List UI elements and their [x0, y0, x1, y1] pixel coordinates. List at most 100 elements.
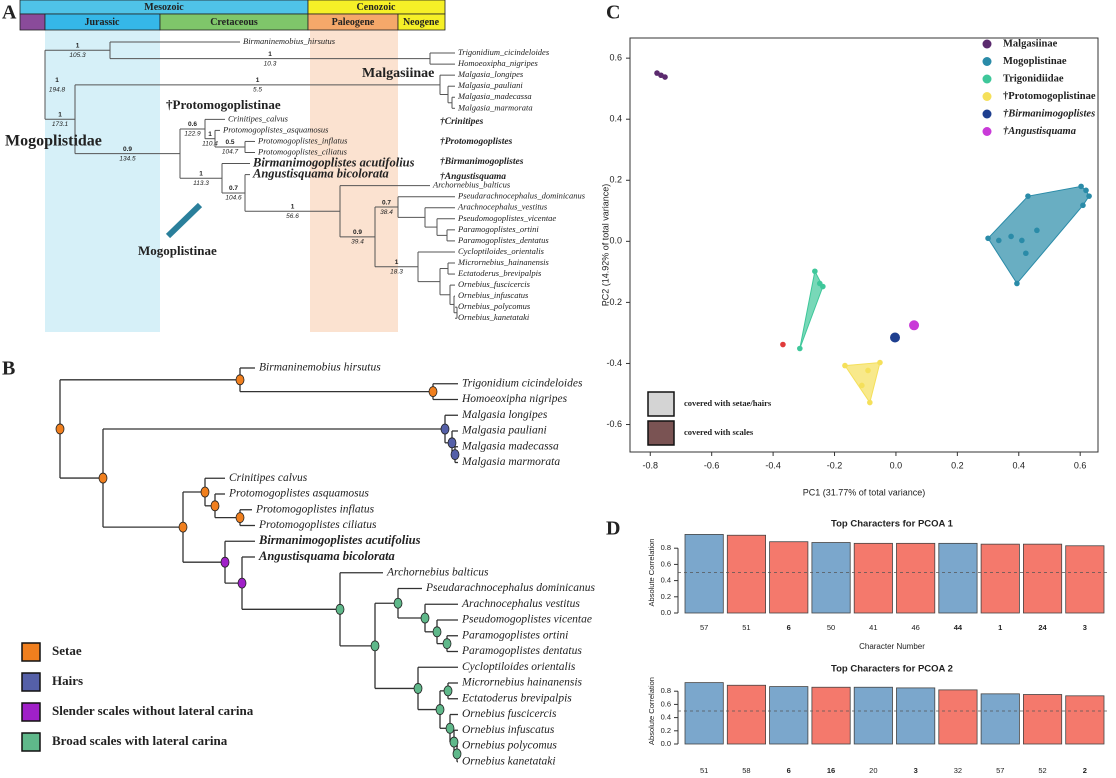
state-node — [235, 512, 245, 524]
node-age: 18.3 — [390, 269, 403, 276]
bar — [684, 682, 724, 745]
annotation-label: covered with scales — [684, 427, 754, 437]
x-tick-label: 51 — [742, 623, 750, 632]
legend-label: Broad scales with lateral carina — [52, 733, 228, 748]
tip-label: Ectatoderus brevipalpis — [461, 692, 572, 704]
period-box — [397, 13, 446, 31]
data-point — [859, 382, 865, 389]
tip-label: Ornebius_polycomus — [458, 301, 531, 311]
node-age: 38.4 — [380, 209, 393, 216]
node-age: 105.3 — [69, 52, 86, 59]
legend-label: Mogoplistinae — [1003, 56, 1067, 67]
state-node — [413, 683, 423, 694]
group-hull — [844, 361, 881, 404]
tip-label: Arachnocephalus vestitus — [461, 598, 580, 610]
period-label: Jurassic — [85, 17, 121, 28]
tip-label: Birmanimogoplistes acutifolius — [252, 155, 415, 169]
node-support: 1 — [208, 131, 212, 138]
tip-label: Birmaninemobius hirsutus — [259, 362, 381, 374]
x-tick-label: 20 — [869, 766, 877, 775]
y-tick-label: 0.2 — [609, 175, 622, 185]
tip-label: Archornebius_balticus — [432, 180, 511, 190]
data-point — [820, 283, 826, 290]
bar — [1065, 695, 1105, 745]
tip-label: Protomogoplistes_inflatus — [257, 135, 348, 145]
tip-label: Ornebius fuscicercis — [462, 708, 557, 720]
state-node — [220, 556, 230, 568]
data-point — [1078, 183, 1084, 190]
bar — [853, 542, 893, 614]
x-tick-label: 57 — [700, 623, 708, 632]
node-support: 0.5 — [225, 139, 234, 146]
y-axis-label: PC2 (14.92% of total variance) — [600, 184, 610, 307]
tip-label: Cycloptiloides_orientalis — [458, 246, 545, 256]
y-tick-label: 0.6 — [609, 53, 622, 63]
tip-label: Homoeoxipha_nigripes — [457, 58, 538, 68]
tip-label: Protomogoplistes inflatus — [255, 503, 375, 515]
tip-label: Pseudarachnocephalus_dominicanus — [457, 191, 586, 201]
node-age: 110.4 — [202, 140, 218, 147]
legend-label: Trigonidiidae — [1003, 73, 1064, 84]
tip-label: Paramogoplistes ortini — [461, 629, 568, 641]
state-node — [443, 685, 453, 697]
data-point — [1086, 193, 1092, 199]
tip-label: Pseudomogoplistes_vicentae — [457, 213, 556, 223]
x-tick-label: 0.0 — [890, 460, 903, 470]
bar — [811, 686, 851, 745]
legend-marker — [982, 57, 992, 66]
tip-label: Micrornebius_hainanensis — [457, 257, 550, 267]
legend-label: Slender scales without lateral carina — [52, 703, 254, 718]
y-tick-label: 0.4 — [661, 576, 671, 585]
y-tick-label: 0.0 — [661, 608, 671, 617]
node-support: 1 — [58, 111, 62, 118]
x-tick-label: 3 — [914, 766, 918, 775]
state-node — [235, 374, 245, 386]
tip-label: Micrornebius hainanensis — [461, 677, 583, 689]
group-hull — [987, 185, 1090, 285]
y-tick-label: -0.6 — [606, 419, 622, 429]
chart-title: Top Characters for PCOA 2 — [831, 664, 953, 675]
x-tick-label: 24 — [1038, 623, 1047, 632]
state-node — [200, 486, 210, 498]
node-age: 10.3 — [264, 60, 277, 67]
state-node — [449, 736, 459, 748]
bar — [938, 542, 978, 614]
x-tick-label: -0.8 — [643, 460, 659, 470]
bar — [938, 689, 978, 745]
legend-swatch — [21, 702, 41, 722]
node-age: 39.4 — [351, 239, 364, 246]
state-node — [420, 612, 430, 624]
node-age: 56.6 — [286, 213, 299, 220]
bar — [1023, 543, 1063, 614]
y-tick-label: 0.6 — [661, 559, 671, 568]
x-tick-label: 57 — [996, 766, 1004, 775]
jurassic-shade — [45, 30, 160, 332]
state-node — [452, 748, 462, 760]
data-point — [780, 341, 786, 348]
tip-label: Ornebius_infuscatus — [458, 290, 529, 300]
y-tick-label: 0.8 — [661, 543, 671, 552]
x-tick-label: 46 — [911, 623, 919, 632]
bar — [980, 693, 1020, 745]
bar — [980, 543, 1020, 614]
tip-label: Trigonidium_cicindeloides — [458, 47, 550, 57]
x-tick-label: 6 — [787, 766, 791, 775]
legend-label: Hairs — [52, 673, 83, 688]
tip-label: Archornebius balticus — [386, 566, 489, 578]
tip-label: Homoeoxipha nigripes — [461, 393, 568, 405]
tip-label: Ectatoderus_brevipalpis — [457, 268, 542, 278]
tip-label: Malgasia madecassa — [461, 440, 559, 452]
x-tick-label: 44 — [954, 623, 963, 632]
x-tick-label: 3 — [1083, 623, 1087, 632]
tip-label: Malgasia pauliani — [461, 425, 547, 437]
node-support: 1 — [76, 43, 80, 50]
node-support: 0.7 — [229, 185, 238, 192]
legend-marker — [982, 39, 992, 49]
x-tick-label: 41 — [869, 623, 877, 632]
node-age: 194.8 — [49, 86, 66, 93]
tip-label: Malgasia_longipes — [457, 69, 524, 79]
tip-label: Ornebius_kanetataki — [458, 312, 530, 322]
y-tick-label: 0.0 — [661, 739, 671, 748]
data-point — [1023, 250, 1029, 257]
x-tick-label: 0.6 — [1074, 460, 1087, 470]
